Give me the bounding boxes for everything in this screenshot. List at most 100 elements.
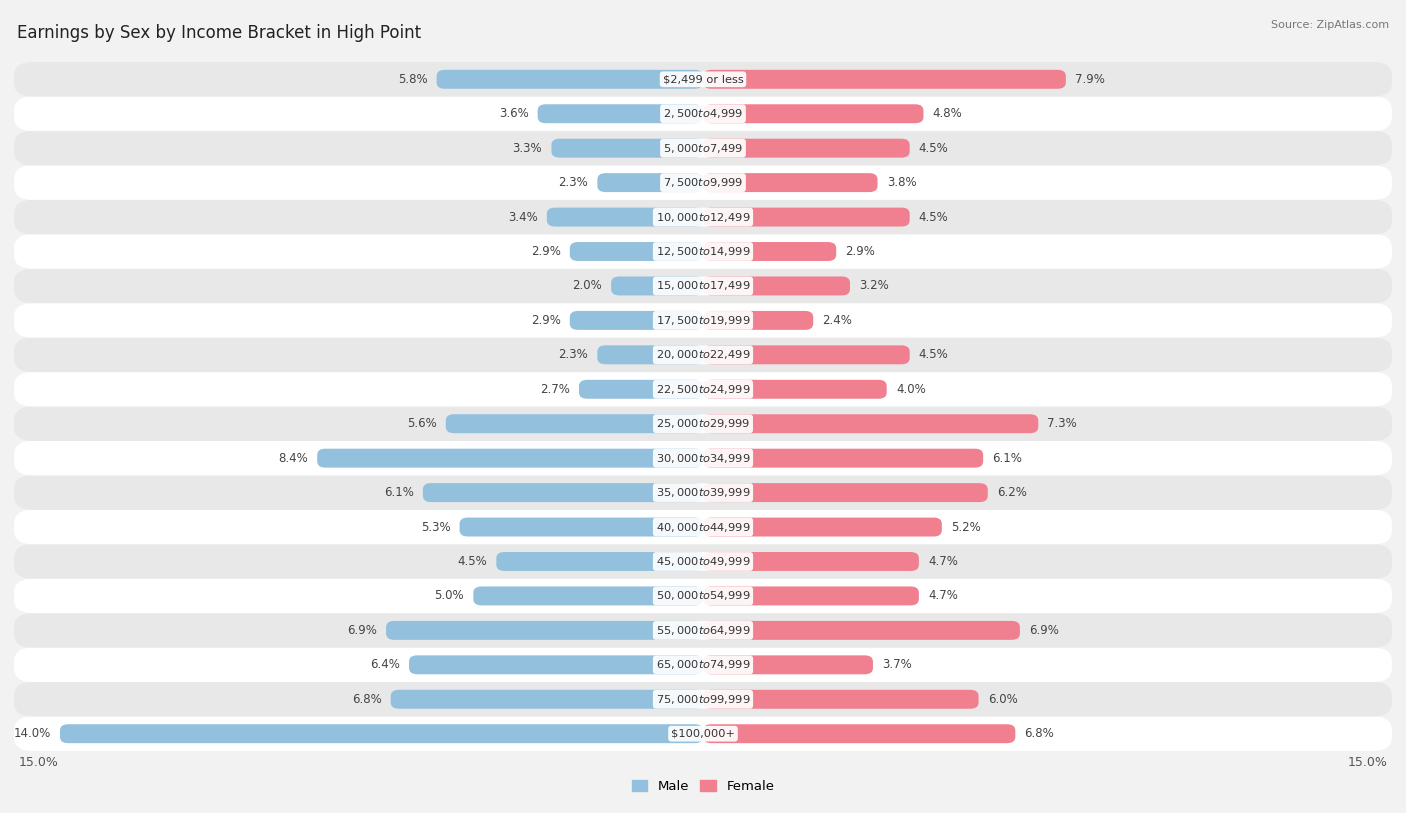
Text: $2,499 or less: $2,499 or less [662, 74, 744, 85]
Text: $100,000+: $100,000+ [671, 728, 735, 739]
Text: $40,000 to $44,999: $40,000 to $44,999 [655, 520, 751, 533]
Text: $45,000 to $49,999: $45,000 to $49,999 [655, 555, 751, 568]
FancyBboxPatch shape [598, 346, 703, 364]
FancyBboxPatch shape [446, 415, 703, 433]
FancyBboxPatch shape [703, 104, 924, 124]
Text: 2.9%: 2.9% [530, 245, 561, 258]
FancyBboxPatch shape [569, 311, 703, 330]
FancyBboxPatch shape [703, 173, 877, 192]
Text: 6.0%: 6.0% [988, 693, 1018, 706]
FancyBboxPatch shape [703, 518, 942, 537]
FancyBboxPatch shape [703, 139, 910, 158]
Text: Source: ZipAtlas.com: Source: ZipAtlas.com [1271, 20, 1389, 30]
Text: 2.9%: 2.9% [845, 245, 876, 258]
Text: 6.8%: 6.8% [352, 693, 381, 706]
FancyBboxPatch shape [14, 269, 1392, 303]
Text: 4.7%: 4.7% [928, 589, 957, 602]
FancyBboxPatch shape [703, 207, 910, 227]
FancyBboxPatch shape [703, 415, 1038, 433]
Text: $35,000 to $39,999: $35,000 to $39,999 [655, 486, 751, 499]
Text: 4.5%: 4.5% [920, 211, 949, 224]
FancyBboxPatch shape [14, 648, 1392, 682]
FancyBboxPatch shape [703, 483, 988, 502]
FancyBboxPatch shape [391, 689, 703, 709]
Text: $5,000 to $7,499: $5,000 to $7,499 [664, 141, 742, 154]
Text: $50,000 to $54,999: $50,000 to $54,999 [655, 589, 751, 602]
FancyBboxPatch shape [318, 449, 703, 467]
FancyBboxPatch shape [14, 476, 1392, 510]
Text: 2.9%: 2.9% [530, 314, 561, 327]
Text: $22,500 to $24,999: $22,500 to $24,999 [655, 383, 751, 396]
Text: 7.9%: 7.9% [1076, 73, 1105, 86]
Text: 6.4%: 6.4% [370, 659, 399, 672]
FancyBboxPatch shape [60, 724, 703, 743]
Text: 14.0%: 14.0% [14, 727, 51, 740]
Text: $65,000 to $74,999: $65,000 to $74,999 [655, 659, 751, 672]
FancyBboxPatch shape [551, 139, 703, 158]
Text: 5.2%: 5.2% [950, 520, 981, 533]
Text: 7.3%: 7.3% [1047, 417, 1077, 430]
FancyBboxPatch shape [14, 131, 1392, 165]
FancyBboxPatch shape [14, 613, 1392, 648]
Text: 4.8%: 4.8% [932, 107, 962, 120]
FancyBboxPatch shape [598, 173, 703, 192]
Text: 5.3%: 5.3% [420, 520, 450, 533]
Text: 15.0%: 15.0% [1347, 756, 1388, 769]
Text: 6.1%: 6.1% [384, 486, 413, 499]
Text: 3.3%: 3.3% [513, 141, 543, 154]
FancyBboxPatch shape [14, 97, 1392, 131]
Text: 5.6%: 5.6% [406, 417, 437, 430]
FancyBboxPatch shape [14, 579, 1392, 613]
Text: 2.3%: 2.3% [558, 176, 588, 189]
FancyBboxPatch shape [703, 552, 920, 571]
FancyBboxPatch shape [537, 104, 703, 124]
FancyBboxPatch shape [14, 62, 1392, 97]
Text: $10,000 to $12,499: $10,000 to $12,499 [655, 211, 751, 224]
Text: 8.4%: 8.4% [278, 452, 308, 465]
Text: $2,500 to $4,999: $2,500 to $4,999 [664, 107, 742, 120]
Text: 6.2%: 6.2% [997, 486, 1026, 499]
Text: 6.9%: 6.9% [1029, 624, 1059, 637]
FancyBboxPatch shape [14, 200, 1392, 234]
FancyBboxPatch shape [579, 380, 703, 398]
Text: 5.8%: 5.8% [398, 73, 427, 86]
FancyBboxPatch shape [14, 716, 1392, 751]
FancyBboxPatch shape [14, 165, 1392, 200]
Text: $75,000 to $99,999: $75,000 to $99,999 [655, 693, 751, 706]
FancyBboxPatch shape [703, 586, 920, 606]
Text: 6.9%: 6.9% [347, 624, 377, 637]
Text: 15.0%: 15.0% [18, 756, 59, 769]
FancyBboxPatch shape [14, 303, 1392, 337]
Text: 3.4%: 3.4% [508, 211, 537, 224]
FancyBboxPatch shape [14, 682, 1392, 716]
FancyBboxPatch shape [703, 70, 1066, 89]
Text: $12,500 to $14,999: $12,500 to $14,999 [655, 245, 751, 258]
Text: 4.0%: 4.0% [896, 383, 925, 396]
FancyBboxPatch shape [409, 655, 703, 674]
Text: $15,000 to $17,499: $15,000 to $17,499 [655, 280, 751, 293]
Text: Earnings by Sex by Income Bracket in High Point: Earnings by Sex by Income Bracket in Hig… [17, 24, 420, 42]
FancyBboxPatch shape [14, 234, 1392, 269]
Text: 3.7%: 3.7% [882, 659, 912, 672]
FancyBboxPatch shape [496, 552, 703, 571]
FancyBboxPatch shape [14, 337, 1392, 372]
FancyBboxPatch shape [703, 621, 1019, 640]
Text: $17,500 to $19,999: $17,500 to $19,999 [655, 314, 751, 327]
FancyBboxPatch shape [612, 276, 703, 295]
Text: $20,000 to $22,499: $20,000 to $22,499 [655, 348, 751, 361]
FancyBboxPatch shape [14, 406, 1392, 441]
Text: 4.5%: 4.5% [457, 555, 486, 568]
FancyBboxPatch shape [474, 586, 703, 606]
Text: 2.7%: 2.7% [540, 383, 569, 396]
Text: 3.8%: 3.8% [887, 176, 917, 189]
Text: 5.0%: 5.0% [434, 589, 464, 602]
Text: 4.7%: 4.7% [928, 555, 957, 568]
FancyBboxPatch shape [703, 449, 983, 467]
FancyBboxPatch shape [387, 621, 703, 640]
FancyBboxPatch shape [703, 689, 979, 709]
FancyBboxPatch shape [703, 380, 887, 398]
FancyBboxPatch shape [437, 70, 703, 89]
FancyBboxPatch shape [569, 242, 703, 261]
Text: $55,000 to $64,999: $55,000 to $64,999 [655, 624, 751, 637]
Text: 2.0%: 2.0% [572, 280, 602, 293]
